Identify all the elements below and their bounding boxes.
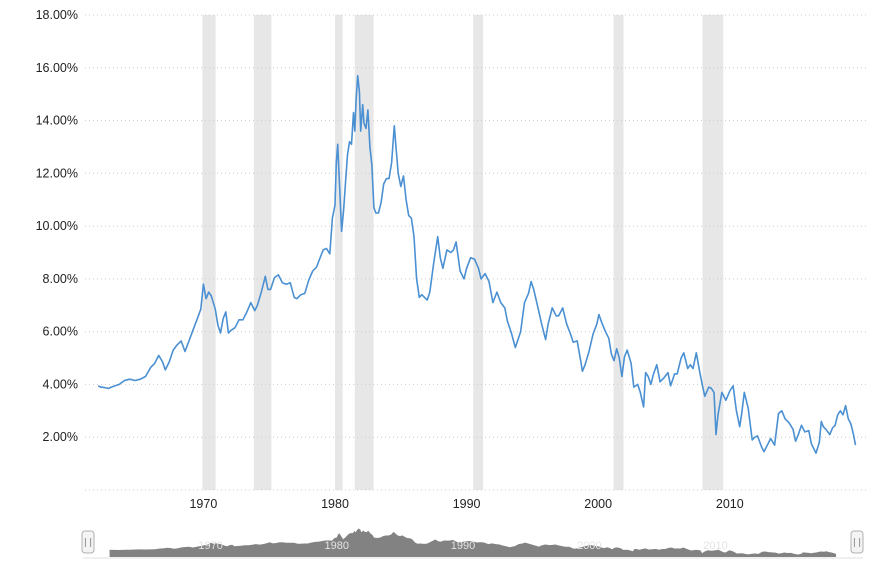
y-axis-label: 4.00% xyxy=(43,377,78,391)
navigator-right-handle-grip[interactable] xyxy=(850,530,864,554)
navigator-year-label: 2000 xyxy=(577,540,601,552)
navigator-left-handle-grip[interactable] xyxy=(81,530,95,554)
rate-line xyxy=(97,74,857,454)
recession-band xyxy=(335,15,343,490)
gridlines xyxy=(85,14,868,491)
grip-lines-icon: || xyxy=(83,538,94,548)
y-axis-label: 2.00% xyxy=(43,430,78,444)
x-axis-label: 2000 xyxy=(584,497,612,511)
plot-area[interactable] xyxy=(85,15,868,490)
x-axis-label: 1990 xyxy=(453,497,481,511)
x-axis-label: 2010 xyxy=(716,497,744,511)
y-axis-label: 8.00% xyxy=(43,272,78,286)
y-axis-label: 18.00% xyxy=(36,8,78,22)
recession-band xyxy=(253,15,272,490)
y-axis-label: 12.00% xyxy=(36,166,78,180)
navigator-year-label: 2010 xyxy=(703,540,727,552)
recession-band xyxy=(613,15,624,490)
x-axis-label: 1970 xyxy=(189,497,217,511)
navigator-year-label: 1980 xyxy=(325,540,349,552)
navigator-year-label: 1970 xyxy=(198,540,222,552)
y-axis-label: 16.00% xyxy=(36,61,78,75)
x-axis-label: 1980 xyxy=(321,497,349,511)
y-axis-label: 14.00% xyxy=(36,114,78,128)
recession-band xyxy=(702,15,724,490)
navigator-right-handle[interactable]: || xyxy=(850,530,864,554)
y-axis-label: 10.00% xyxy=(36,219,78,233)
recession-band xyxy=(473,15,484,490)
navigator-area[interactable] xyxy=(109,528,837,558)
y-axis-label: 6.00% xyxy=(43,325,78,339)
recession-band xyxy=(202,15,216,490)
navigator-left-handle[interactable]: || xyxy=(81,530,95,554)
navigator-year-label: 1990 xyxy=(451,540,475,552)
grip-lines-icon: || xyxy=(852,538,863,548)
